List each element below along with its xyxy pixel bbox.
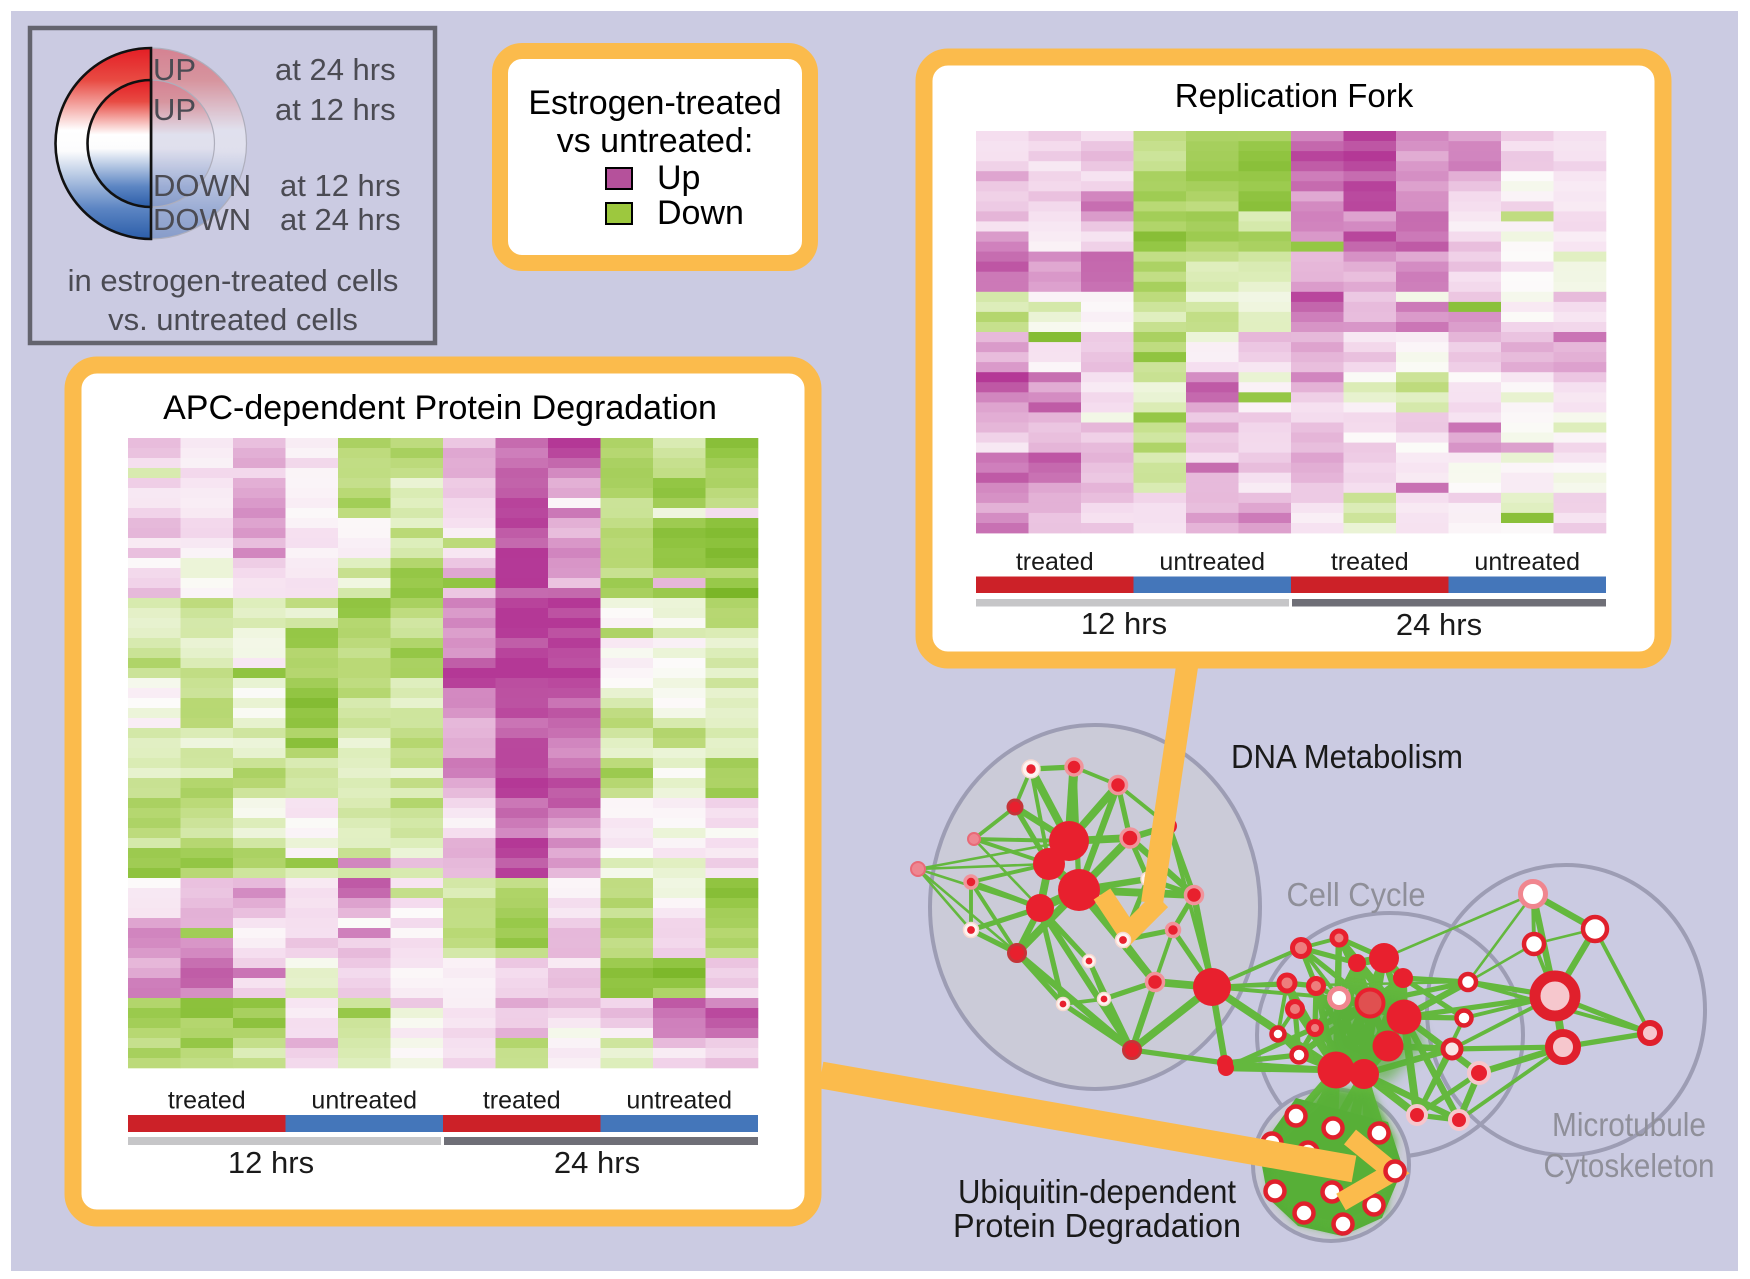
svg-text:at 24 hrs: at 24 hrs: [275, 52, 396, 87]
svg-text:untreated: untreated: [311, 1087, 417, 1115]
svg-text:untreated: untreated: [626, 1087, 732, 1115]
svg-text:treated: treated: [483, 1087, 561, 1115]
svg-text:DOWN: DOWN: [153, 202, 251, 237]
svg-text:12 hrs: 12 hrs: [228, 1145, 314, 1180]
svg-text:Ubiquitin-dependent: Ubiquitin-dependent: [958, 1173, 1236, 1210]
svg-text:Microtubule: Microtubule: [1552, 1106, 1706, 1143]
svg-text:treated: treated: [168, 1087, 246, 1115]
svg-text:Cytoskeleton: Cytoskeleton: [1544, 1147, 1715, 1184]
svg-text:Replication Fork: Replication Fork: [1175, 77, 1414, 114]
svg-text:at 12 hrs: at 12 hrs: [280, 168, 401, 203]
svg-text:treated: treated: [1331, 548, 1409, 576]
svg-text:APC-dependent Protein Degradat: APC-dependent Protein Degradation: [163, 389, 717, 427]
svg-text:Down: Down: [657, 194, 744, 232]
svg-text:UP: UP: [153, 52, 196, 87]
svg-text:Cell Cycle: Cell Cycle: [1287, 876, 1426, 913]
svg-text:Estrogen-treated: Estrogen-treated: [528, 84, 781, 122]
svg-text:12 hrs: 12 hrs: [1081, 606, 1167, 641]
svg-text:vs untreated:: vs untreated:: [557, 122, 754, 160]
svg-text:Protein Degradation: Protein Degradation: [953, 1207, 1241, 1244]
svg-text:at 24 hrs: at 24 hrs: [280, 202, 401, 237]
svg-text:untreated: untreated: [1159, 548, 1265, 576]
svg-text:vs. untreated cells: vs. untreated cells: [108, 302, 358, 337]
svg-text:at 12 hrs: at 12 hrs: [275, 92, 396, 127]
svg-text:Up: Up: [657, 159, 700, 197]
svg-text:24 hrs: 24 hrs: [1396, 607, 1482, 642]
svg-text:untreated: untreated: [1474, 548, 1580, 576]
svg-text:DOWN: DOWN: [153, 168, 251, 203]
svg-text:24 hrs: 24 hrs: [554, 1145, 640, 1180]
svg-text:DNA Metabolism: DNA Metabolism: [1231, 738, 1463, 775]
svg-text:treated: treated: [1016, 548, 1094, 576]
svg-text:UP: UP: [153, 92, 196, 127]
svg-text:in estrogen-treated cells: in estrogen-treated cells: [68, 263, 399, 298]
